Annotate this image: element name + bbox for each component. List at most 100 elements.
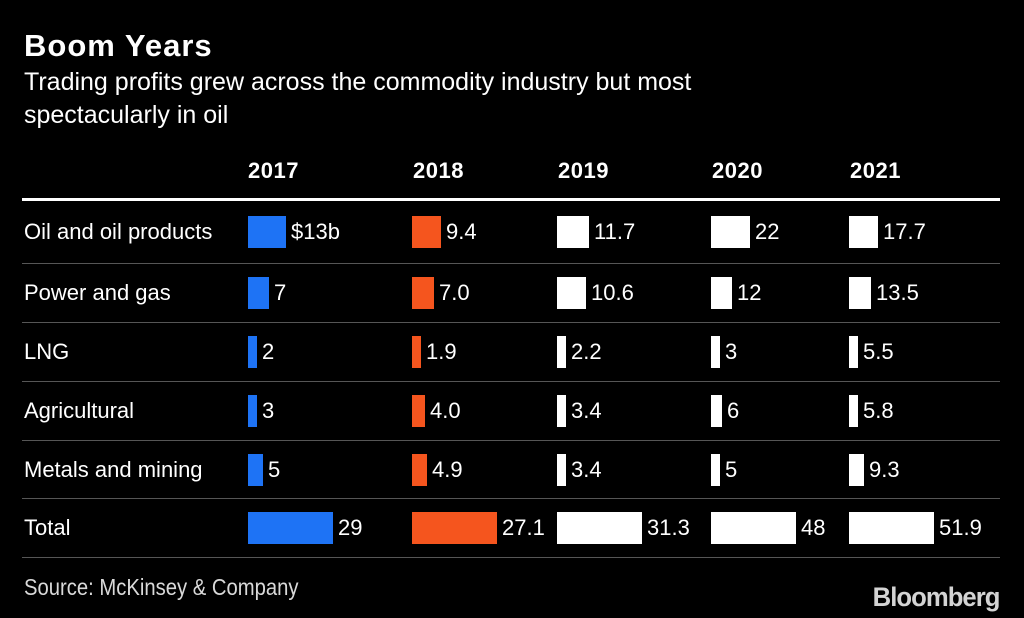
value-bar (248, 216, 286, 248)
value-label: 2.2 (571, 339, 602, 364)
column-header-2017: 2017 (248, 158, 299, 183)
bar-cell: 5.8 (849, 382, 894, 440)
value-label: 2 (262, 339, 275, 364)
value-label: 3.4 (571, 398, 602, 423)
value-label: 31.3 (647, 515, 690, 540)
value-bar (849, 277, 871, 309)
table-row-lng: LNG 2 1.9 2.2 3 5.5 (22, 323, 1000, 382)
value-label: 10.6 (591, 280, 634, 305)
value-label: 5 (268, 456, 281, 482)
value-label: 11.7 (594, 219, 636, 244)
value-label: 5.5 (863, 339, 894, 364)
value-label: 3 (262, 398, 275, 423)
column-header-2019: 2019 (558, 158, 609, 183)
value-bar (849, 453, 864, 486)
value-bar (412, 395, 425, 427)
bar-cell: 10.6 (557, 264, 634, 322)
value-label: 4.0 (430, 398, 461, 423)
value-bar (711, 453, 720, 486)
value-bar (557, 453, 566, 486)
bar-cell: 48 (711, 499, 825, 557)
table-row-metals-and-mining: Metals and mining 5 4.9 3.4 5 9.3 (22, 441, 1000, 499)
bar-cell: 5.5 (849, 323, 894, 381)
bar-cell: 3.4 (557, 382, 602, 440)
value-label: 1.9 (426, 339, 457, 364)
bar-cell: 2.2 (557, 323, 602, 381)
bloomberg-logo: Bloomberg (873, 582, 1001, 612)
bar-cell: 2 (248, 323, 274, 381)
value-label: 27.1 (502, 515, 545, 540)
value-bar (248, 453, 263, 486)
bar-cell: 31.3 (557, 499, 690, 557)
value-bar (849, 395, 858, 427)
value-bar (248, 336, 257, 368)
row-label: LNG (24, 339, 70, 364)
row-label: Power and gas (24, 280, 171, 305)
table-row-agricultural: Agricultural 3 4.0 3.4 6 5.8 (22, 382, 1000, 441)
value-bar (557, 216, 589, 248)
value-label: 51.9 (939, 515, 982, 540)
row-label: Total (24, 515, 71, 540)
bar-cell: 12 (711, 264, 761, 322)
value-label: 7 (274, 280, 287, 305)
bar-cell: 6 (711, 382, 739, 440)
table-row-power-and-gas: Power and gas 7 7.0 10.6 12 13.5 (22, 264, 1000, 323)
value-label: 7.0 (439, 280, 470, 305)
bar-cell: 51.9 (849, 499, 982, 557)
value-label: 5.8 (863, 398, 894, 423)
bar-cell: 4.9 (412, 441, 463, 498)
value-label: $13b (291, 219, 340, 244)
value-bar (557, 512, 642, 544)
table-row-total: Total 29 27.1 31.3 48 51.9 (22, 499, 1000, 558)
value-label: 9.3 (869, 456, 900, 482)
bar-cell: 11.7 (557, 201, 635, 263)
bar-cell: 9.3 (849, 441, 900, 498)
value-label: 22 (755, 219, 780, 244)
bar-cell: 29 (248, 499, 362, 557)
bar-cell: 9.4 (412, 201, 477, 263)
column-header-2018: 2018 (413, 158, 464, 183)
row-label: Agricultural (24, 398, 135, 423)
bar-cell: $13b (248, 201, 340, 263)
bar-cell: 5 (711, 441, 737, 498)
value-bar (711, 395, 722, 427)
value-label: 4.9 (432, 456, 463, 482)
chart-subtitle: Trading profits grew across the commodit… (24, 66, 691, 132)
column-header-2020: 2020 (712, 158, 763, 183)
value-bar (711, 277, 732, 309)
bar-cell: 3 (711, 323, 737, 381)
value-bar (711, 512, 796, 544)
bar-cell: 27.1 (412, 499, 545, 557)
value-label: 13.5 (876, 280, 919, 305)
bar-cell: 7.0 (412, 264, 470, 322)
bar-cell: 13.5 (849, 264, 919, 322)
value-bar (248, 395, 257, 427)
bar-cell: 3.4 (557, 441, 602, 498)
value-bar (412, 216, 441, 248)
column-header-2021: 2021 (850, 158, 901, 183)
value-bar (557, 336, 566, 368)
row-label: Metals and mining (24, 456, 203, 482)
bar-cell: 1.9 (412, 323, 457, 381)
value-bar (412, 512, 497, 544)
bar-cell: 3 (248, 382, 274, 440)
value-label: 5 (725, 456, 738, 482)
value-label: 3.4 (571, 456, 602, 482)
value-bar (412, 453, 427, 486)
value-label: 12 (737, 280, 762, 305)
row-label: Oil and oil products (24, 219, 213, 244)
bar-cell: 7 (248, 264, 286, 322)
value-bar (412, 336, 421, 368)
value-bar (849, 336, 858, 368)
value-label: 9.4 (446, 219, 477, 244)
value-bar (849, 512, 934, 544)
value-label: 6 (727, 398, 740, 423)
value-bar (711, 216, 750, 248)
header-divider (22, 198, 1000, 201)
chart-subtitle-line-2: spectacularly in oil (24, 101, 229, 129)
source-label: Source: McKinsey & Company (24, 574, 299, 600)
chart-subtitle-line-1: Trading profits grew across the commodit… (24, 68, 692, 96)
bar-cell: 22 (711, 201, 779, 263)
chart-title: Boom Years (24, 28, 213, 63)
value-label: 3 (725, 339, 738, 364)
